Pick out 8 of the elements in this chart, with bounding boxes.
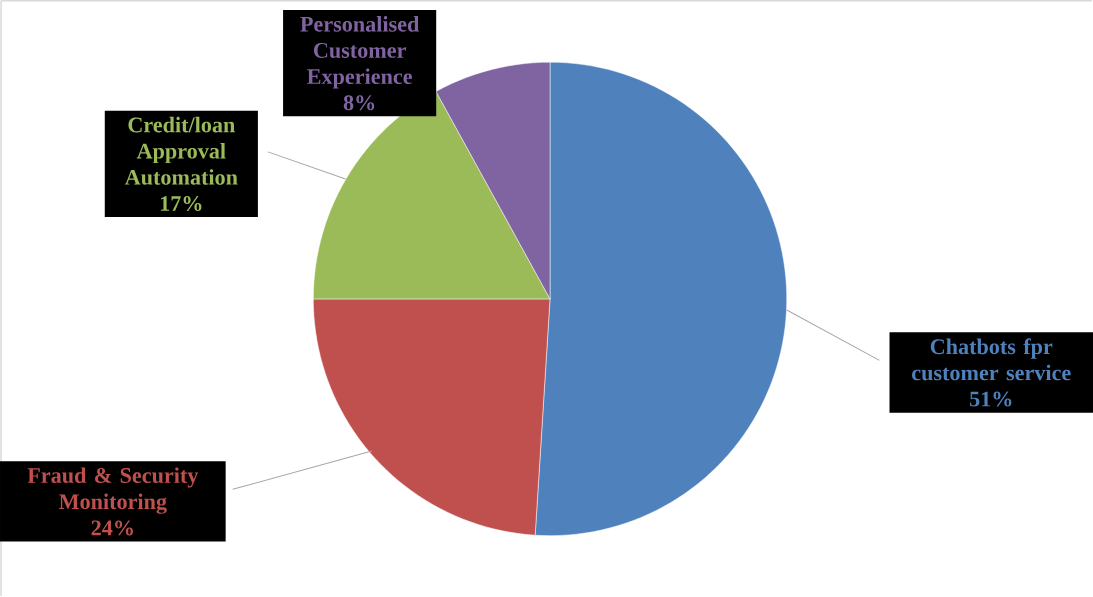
data-label: 24% [91, 520, 133, 536]
data-label: 51% [969, 391, 1012, 407]
slice-label: Chatbots fpr customer service [912, 338, 1071, 381]
data-label: 17% [160, 196, 202, 212]
slice-label: Credit/loan Approval Automation [124, 116, 238, 185]
slice-label: Fraud & Security Monitoring [27, 467, 199, 514]
slice-label: Personalised Customer Experience [300, 16, 420, 89]
data-label: 8% [343, 95, 375, 111]
